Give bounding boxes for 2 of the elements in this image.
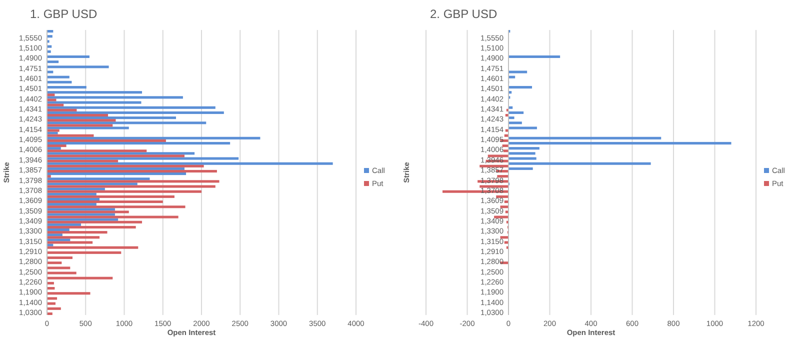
chart-title: 1. GBP USD: [30, 7, 98, 21]
chart-title: 2. GBP USD: [430, 7, 498, 21]
